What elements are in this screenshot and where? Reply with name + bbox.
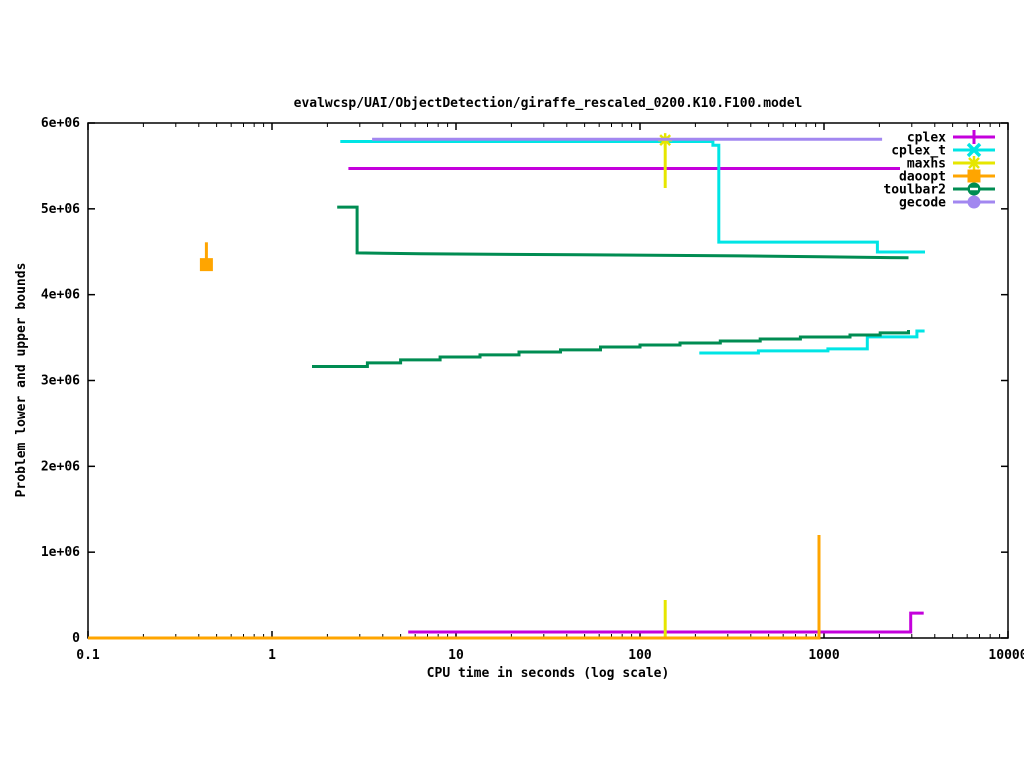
legend-marker-cplex [967,130,981,144]
series-cplex_t-line [340,140,925,254]
y-tick-label: 6e+06 [41,116,80,131]
series-toulbar2-line [337,205,909,260]
y-tick-label: 4e+06 [41,288,80,303]
y-tick-label: 1e+06 [41,545,80,560]
x-axis-label: CPU time in seconds (log scale) [427,666,670,681]
plot-border [87,122,1009,639]
data-series [88,133,925,640]
y-tick-label: 3e+06 [41,374,80,389]
x-tick-label: 10 [448,648,464,663]
legend-marker-toulbar2 [967,182,981,196]
legend-marker-gecode [967,195,981,209]
series-daoopt-marker [199,258,213,272]
chart-title: evalwcsp/UAI/ObjectDetection/giraffe_res… [294,96,803,111]
legend-label-cplex_t: cplex_t [891,144,946,159]
legend-label-cplex: cplex [907,131,946,146]
x-tick-label: 1000 [808,648,839,663]
legend-label-toulbar2: toulbar2 [883,183,946,198]
series-cplex-line [408,611,924,634]
legend-marker-maxhs [967,156,981,170]
x-tick-label: 10000 [988,648,1024,663]
axes: 0.1 1 10 100 1000 10000 0 1e+06 2e+06 3e+06 4e+06 5… [41,116,1024,663]
series-daoopt-line [88,535,821,640]
x-tick-label: 1 [268,648,276,663]
legend-label-gecode: gecode [899,196,946,211]
series-toulbar2-line [312,330,910,368]
legend-marker-daoopt [967,169,981,183]
y-tick-label: 5e+06 [41,202,80,217]
legend-label-daoopt: daoopt [899,170,946,185]
y-axis-label: Problem lower and upper bounds [14,263,29,498]
series-cplex_t-line [699,329,925,355]
legend-label-maxhs: maxhs [907,157,946,172]
legend-marker-cplex_t [966,142,982,158]
x-tick-label: 100 [628,648,652,663]
y-tick-label: 0 [72,631,80,646]
x-tick-label: 0.1 [76,648,100,663]
y-tick-label: 2e+06 [41,459,80,474]
